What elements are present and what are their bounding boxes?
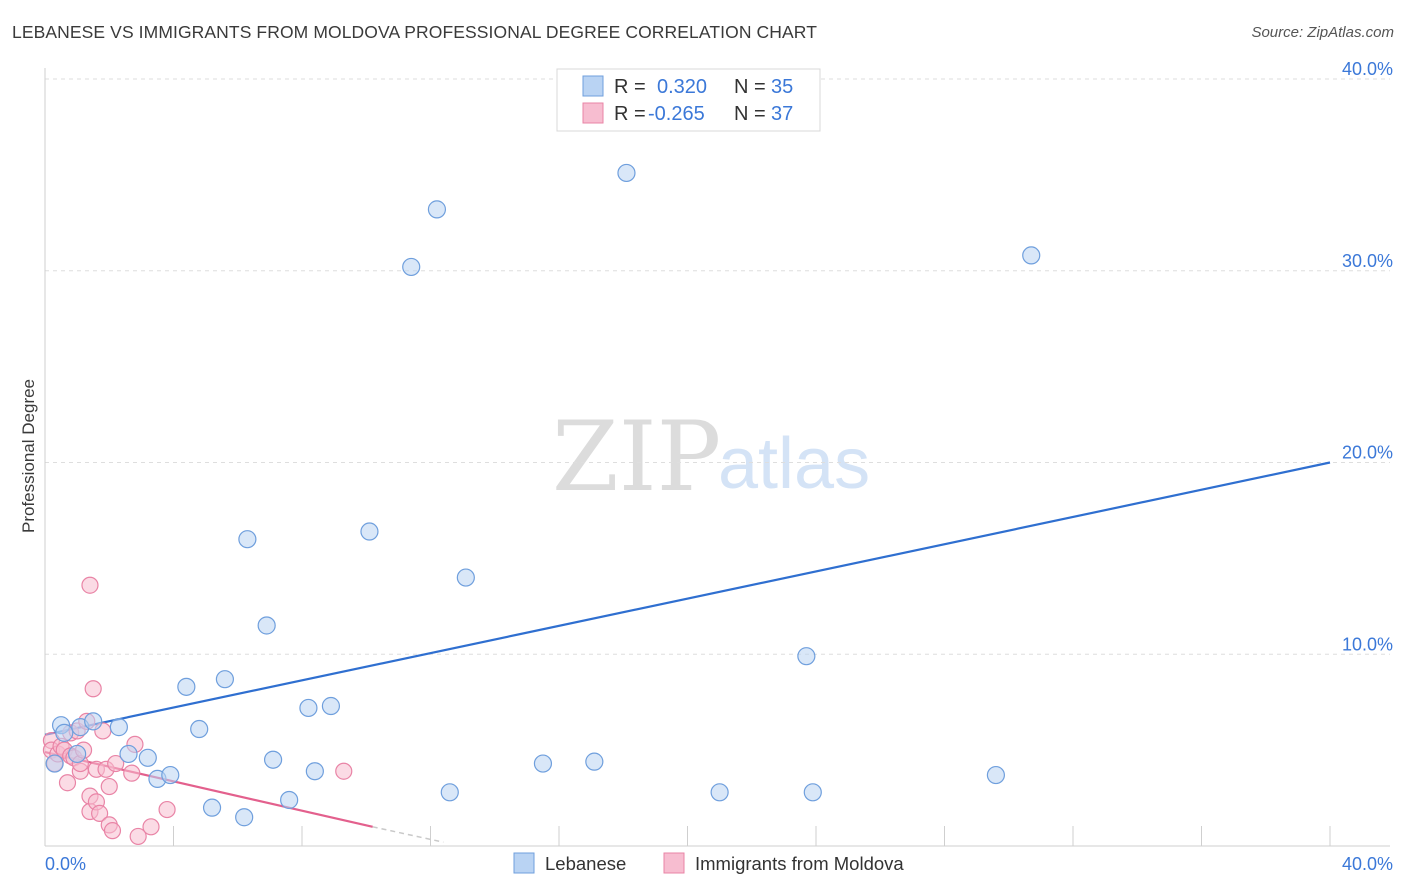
point-lebanese (55, 723, 74, 742)
point-lebanese (797, 647, 816, 666)
point-lebanese (427, 200, 447, 219)
point-lebanese (402, 257, 421, 277)
point-lebanese (533, 754, 553, 773)
legend-r-value-moldova: -0.265 (648, 103, 705, 125)
point-moldova (107, 754, 125, 773)
point-moldova (103, 822, 122, 840)
legend-n-label-moldova: N = (734, 103, 766, 125)
watermark-zip: ZIP (552, 401, 721, 513)
legend-bottom-swatch-moldova (663, 852, 685, 874)
axes (44, 68, 1390, 847)
point-lebanese (202, 798, 222, 817)
point-lebanese (803, 783, 822, 802)
point-lebanese (617, 163, 636, 183)
point-lebanese (235, 808, 254, 827)
point-lebanese (280, 790, 299, 810)
x-tick-labels: 0.0% 40.0% (45, 854, 1393, 874)
point-lebanese (456, 568, 475, 587)
point-moldova (58, 774, 77, 792)
legend-swatch-moldova (582, 102, 604, 124)
point-moldova (100, 777, 118, 796)
trend-lines (44, 461, 1331, 843)
legend-r-label-lebanese: R = (614, 76, 646, 98)
data-points (42, 163, 1041, 846)
point-lebanese (305, 762, 324, 781)
legend-r-value-lebanese: 0.320 (657, 76, 707, 98)
point-lebanese (84, 712, 103, 731)
watermark: ZIP atlas (552, 401, 870, 513)
point-moldova (84, 680, 102, 698)
point-lebanese (321, 696, 341, 716)
point-moldova (142, 818, 160, 836)
legend-bottom-label-lebanese: Lebanese (545, 853, 626, 874)
x-tick-label-min: 0.0% (45, 854, 86, 874)
y-tick-label: 10.0% (1342, 634, 1393, 654)
point-lebanese (440, 783, 459, 802)
point-lebanese (190, 719, 209, 739)
point-lebanese (45, 754, 64, 773)
point-moldova (335, 762, 353, 780)
x-tick-label-max: 40.0% (1342, 854, 1393, 874)
source-credit: Source: ZipAtlas.com (1251, 24, 1394, 41)
point-lebanese (215, 670, 234, 689)
point-moldova (158, 800, 176, 819)
legend-bottom-swatch-lebanese (513, 852, 535, 874)
point-lebanese (238, 530, 257, 549)
point-moldova (81, 576, 99, 594)
y-tick-label: 20.0% (1342, 443, 1393, 463)
point-lebanese (257, 616, 276, 635)
trend-line-moldova-extension (372, 826, 444, 843)
point-lebanese (119, 744, 138, 764)
point-lebanese (360, 522, 379, 541)
point-lebanese (263, 750, 283, 769)
legend-bottom-label-moldova: Immigrants from Moldova (695, 853, 904, 874)
point-lebanese (138, 748, 157, 767)
point-lebanese (109, 718, 128, 737)
point-moldova (129, 827, 147, 846)
y-tick-labels: 10.0% 20.0% 30.0% 40.0% (1342, 59, 1393, 654)
point-lebanese (299, 698, 318, 718)
legend-r-label-moldova: R = (614, 103, 646, 125)
watermark-atlas: atlas (718, 424, 870, 504)
legend-swatch-lebanese (582, 75, 604, 97)
legend-n-value-lebanese: 35 (771, 76, 793, 98)
chart-title: LEBANESE VS IMMIGRANTS FROM MOLDOVA PROF… (12, 22, 817, 42)
point-lebanese (68, 744, 87, 764)
trend-line-lebanese (44, 461, 1331, 736)
legend-top: R = 0.320 N = 35 R = -0.265 N = 37 (556, 68, 821, 132)
legend-n-value-moldova: 37 (771, 103, 793, 125)
point-lebanese (585, 752, 604, 771)
legend-bottom: Lebanese Immigrants from Moldova (513, 852, 904, 874)
point-lebanese (161, 765, 180, 785)
point-moldova (91, 804, 109, 823)
legend-n-label-lebanese: N = (734, 76, 766, 98)
point-lebanese (710, 783, 729, 802)
grid-lines (45, 78, 1390, 655)
point-lebanese (986, 765, 1006, 785)
point-lebanese (177, 677, 196, 696)
y-axis-label: Professional Degree (19, 379, 38, 533)
y-tick-label: 40.0% (1342, 59, 1393, 79)
y-tick-label: 30.0% (1342, 251, 1393, 271)
point-lebanese (1022, 246, 1041, 265)
point-moldova (123, 764, 141, 782)
